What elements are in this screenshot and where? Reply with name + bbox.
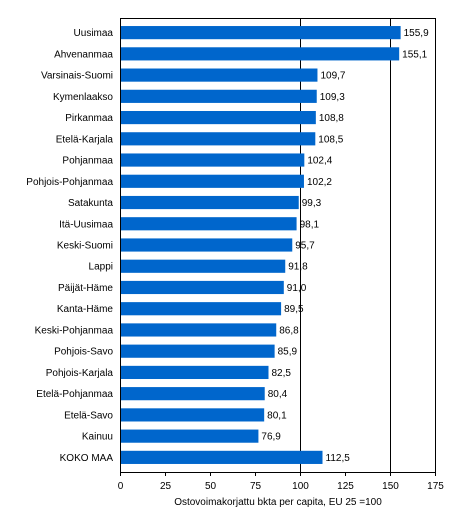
data-label: 155,1 xyxy=(402,49,427,60)
bar xyxy=(121,429,259,443)
category-labels: Uusimaa Ahvenanmaa Varsinais-Suomi Kymenlaa… xyxy=(26,28,113,464)
bar xyxy=(121,68,318,82)
data-label: 98,1 xyxy=(300,219,320,230)
bar xyxy=(121,26,401,40)
bar xyxy=(121,323,277,337)
bar xyxy=(121,450,323,464)
data-label: 95,7 xyxy=(295,241,315,252)
data-label: 91,0 xyxy=(287,283,307,294)
category-label: Kymenlaakso xyxy=(53,92,113,103)
bar xyxy=(121,302,282,316)
category-label: Lappi xyxy=(89,262,113,273)
category-label: Varsinais-Suomi xyxy=(41,71,113,82)
data-label: 108,8 xyxy=(319,113,344,124)
bar xyxy=(121,387,265,401)
category-label: Etelä-Karjala xyxy=(56,134,114,145)
x-tick-label: 150 xyxy=(382,481,399,492)
bar xyxy=(121,47,400,61)
category-label: Pohjois-Savo xyxy=(54,347,113,358)
x-axis-ticks: 0 25 50 75 100 125 150 175 xyxy=(118,472,444,492)
bar xyxy=(121,408,265,422)
bar xyxy=(121,280,284,295)
category-label: KOKO MAA xyxy=(60,453,114,464)
bar xyxy=(121,110,316,125)
bar xyxy=(121,344,275,358)
data-label: 80,4 xyxy=(268,389,288,400)
data-label: 99,3 xyxy=(302,198,322,209)
data-label: 91,8 xyxy=(288,262,308,273)
category-label: Itä-Uusimaa xyxy=(59,219,113,230)
data-label: 108,5 xyxy=(318,134,343,145)
category-label: Päijät-Häme xyxy=(58,283,113,294)
category-label: Pohjois-Karjala xyxy=(46,368,114,379)
data-label: 112,5 xyxy=(326,453,351,464)
data-label: 109,3 xyxy=(320,92,345,103)
data-label: 102,2 xyxy=(307,177,332,188)
x-tick-label: 0 xyxy=(118,481,124,492)
data-labels: 155,9 155,1 109,7 109,3 108,8 108,5 102,4 102,2… xyxy=(261,28,429,464)
data-label: 85,9 xyxy=(278,347,298,358)
bar xyxy=(121,238,293,252)
category-label: Etelä-Savo xyxy=(64,410,113,421)
x-tick-label: 100 xyxy=(292,481,309,492)
category-label: Ahvenanmaa xyxy=(54,49,113,60)
bar xyxy=(121,153,305,167)
category-label: Pohjanmaa xyxy=(62,156,113,167)
x-tick-label: 75 xyxy=(250,481,262,492)
category-label: Pirkanmaa xyxy=(65,113,113,124)
data-label: 82,5 xyxy=(272,368,292,379)
data-label: 155,9 xyxy=(404,28,429,39)
bars xyxy=(121,26,401,464)
category-label: Pohjois-Pohjanmaa xyxy=(26,177,113,188)
category-label: Kanta-Häme xyxy=(57,304,114,315)
data-label: 86,8 xyxy=(279,325,299,336)
category-label: Kainuu xyxy=(82,432,113,443)
data-label: 109,7 xyxy=(320,71,345,82)
x-axis-title: Ostovoimakorjattu bkta per capita, EU 25… xyxy=(174,497,382,508)
bar xyxy=(121,217,297,231)
data-label: 102,4 xyxy=(307,156,332,167)
category-label: Keski-Pohjanmaa xyxy=(35,325,114,336)
bar xyxy=(121,195,299,210)
category-label: Etelä-Pohjanmaa xyxy=(36,389,113,400)
category-label: Keski-Suomi xyxy=(57,241,113,252)
bar xyxy=(121,89,317,103)
bar xyxy=(121,132,316,146)
bar xyxy=(121,174,304,188)
bar xyxy=(121,365,269,380)
data-label: 89,5 xyxy=(284,304,304,315)
data-label: 76,9 xyxy=(261,432,281,443)
x-tick-label: 25 xyxy=(160,481,172,492)
data-label: 80,1 xyxy=(267,410,287,421)
category-label: Uusimaa xyxy=(74,28,114,39)
category-label: Satakunta xyxy=(68,198,113,209)
bar xyxy=(121,259,286,273)
x-tick-label: 175 xyxy=(427,481,444,492)
x-tick-label: 125 xyxy=(337,481,354,492)
x-tick-label: 50 xyxy=(205,481,217,492)
